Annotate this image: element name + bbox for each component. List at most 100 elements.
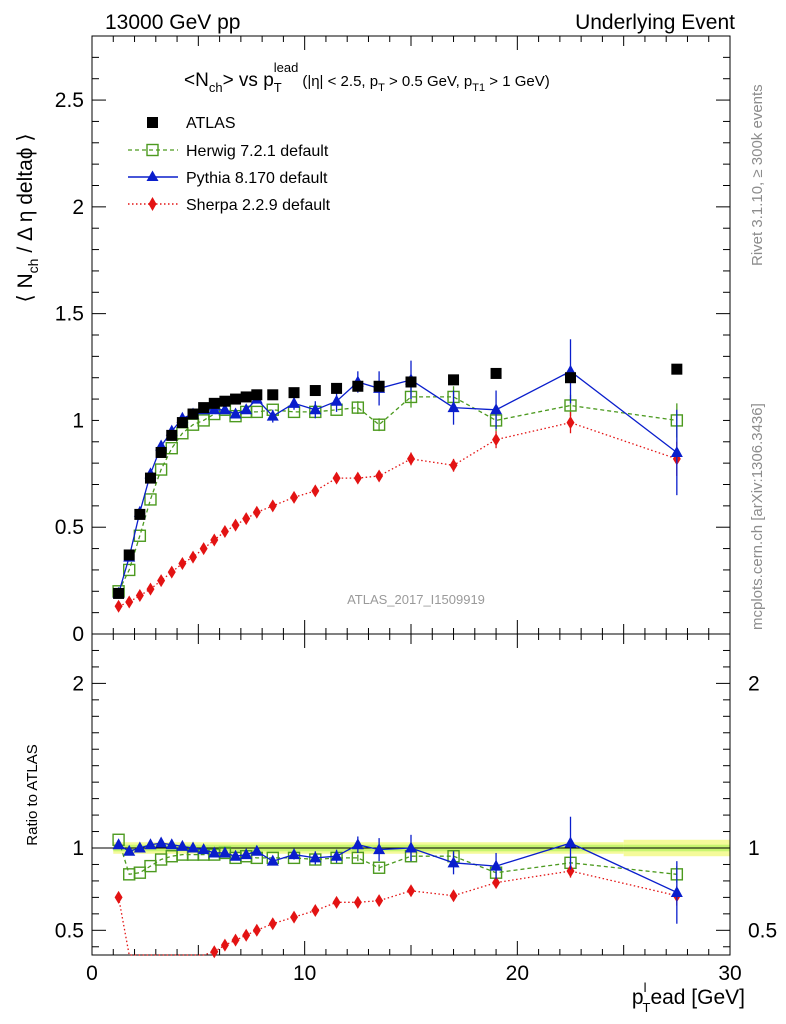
point-pythia xyxy=(229,407,242,419)
point-herwig xyxy=(133,866,147,879)
point-pythia xyxy=(218,846,231,858)
y-tick-label-main: 1.5 xyxy=(55,303,84,326)
ratio-panel: 0 10 20 30 0.5 0.5 1 1 2 2 xyxy=(55,633,777,985)
y-tick-label-ratio: 0.5 xyxy=(55,919,84,942)
point-sherpa xyxy=(290,490,299,504)
point-atlas xyxy=(448,374,460,386)
point-sherpa xyxy=(353,895,362,909)
legend-item-atlas: ATLAS xyxy=(147,115,236,132)
point-atlas xyxy=(176,417,188,429)
series-sherpa xyxy=(114,864,681,959)
point-pythia xyxy=(250,844,263,856)
point-herwig xyxy=(165,441,178,455)
point-pythia xyxy=(670,885,683,897)
point-atlas xyxy=(198,402,210,414)
point-sherpa xyxy=(311,484,320,498)
legend-atlas-label: ATLAS xyxy=(186,115,236,132)
legend-pythia-label: Pythia 8.170 default xyxy=(186,170,328,187)
ratio-ticks: 0 10 20 30 0.5 0.5 1 1 2 2 xyxy=(55,634,777,985)
point-sherpa xyxy=(268,917,277,931)
point-herwig xyxy=(144,859,157,873)
point-pythia xyxy=(351,838,364,850)
point-pythia xyxy=(405,841,417,853)
point-atlas xyxy=(288,387,300,399)
rivet-version: Rivet 3.1.10, ≥ 300k events xyxy=(749,84,766,266)
y-tick-label-ratio: 2 xyxy=(72,672,84,695)
y-tick-label-ratio: 1 xyxy=(72,837,84,860)
point-atlas xyxy=(309,385,321,397)
point-sherpa xyxy=(231,933,240,947)
point-sherpa xyxy=(199,542,208,556)
point-sherpa xyxy=(449,458,458,472)
point-sherpa xyxy=(189,550,198,564)
legend-item-pythia: Pythia 8.170 default xyxy=(128,170,328,187)
point-pythia xyxy=(240,848,253,860)
point-herwig xyxy=(197,414,210,427)
point-pythia xyxy=(144,838,157,850)
point-pythia xyxy=(564,836,577,848)
y-tick-label-ratio-right: 2 xyxy=(748,672,760,695)
point-atlas xyxy=(352,380,364,392)
legend-herwig-label: Herwig 7.2.1 default xyxy=(186,143,329,160)
point-atlas xyxy=(187,408,199,420)
legend-item-sherpa: Sherpa 2.2.9 default xyxy=(128,197,331,214)
point-sherpa xyxy=(375,894,384,908)
y-tick-label-ratio-right: 0.5 xyxy=(748,919,777,942)
point-sherpa xyxy=(135,589,144,603)
point-sherpa xyxy=(167,565,176,579)
x-tick-label: 0 xyxy=(86,962,98,985)
point-atlas xyxy=(405,376,417,388)
point-sherpa xyxy=(146,582,155,596)
point-sherpa xyxy=(449,889,458,903)
point-atlas xyxy=(240,391,252,403)
point-atlas xyxy=(671,363,683,375)
point-sherpa xyxy=(268,499,277,513)
point-sherpa xyxy=(220,938,229,952)
legend-pythia-marker xyxy=(146,170,159,181)
point-pythia xyxy=(229,849,242,861)
point-atlas xyxy=(208,397,220,409)
point-pythia xyxy=(288,848,301,860)
legend-sherpa-label: Sherpa 2.2.9 default xyxy=(186,197,331,214)
point-herwig xyxy=(123,563,136,577)
mcplots-credit: mcplots.cern.ch [arXiv:1306.3436] xyxy=(749,403,766,630)
series-line-sherpa xyxy=(117,870,677,956)
point-pythia xyxy=(123,844,136,856)
point-pythia xyxy=(330,394,343,406)
y-tick-label-ratio-right: 1 xyxy=(748,837,760,860)
point-sherpa xyxy=(210,533,219,547)
y-tick-label-main: 1 xyxy=(72,409,84,432)
point-herwig xyxy=(144,493,157,506)
point-sherpa xyxy=(157,574,166,588)
x-tick-label: 10 xyxy=(293,962,316,985)
point-pythia xyxy=(133,841,146,853)
point-herwig xyxy=(154,463,168,476)
ratio-frame xyxy=(91,633,731,956)
point-pythia xyxy=(288,396,301,408)
point-sherpa xyxy=(242,512,251,526)
point-pythia xyxy=(187,841,200,853)
point-atlas xyxy=(267,389,279,401)
point-atlas xyxy=(123,549,135,561)
point-sherpa xyxy=(375,469,384,483)
legend: ATLAS Herwig 7.2.1 default Pythia 8.170 … xyxy=(128,115,331,214)
main-ticks: 0 0.5 1 1.5 2 2.5 xyxy=(55,35,731,646)
point-herwig xyxy=(250,405,264,419)
ratio-series xyxy=(112,816,684,959)
legend-item-herwig: Herwig 7.2.1 default xyxy=(128,143,329,160)
main-series xyxy=(112,339,684,613)
point-sherpa xyxy=(252,923,261,937)
x-axis-label: pl Tead [GeV] xyxy=(632,980,745,1015)
point-pythia xyxy=(218,403,231,415)
point-pythia xyxy=(309,851,322,863)
point-pythia xyxy=(330,849,343,861)
point-pythia xyxy=(447,856,460,868)
point-pythia xyxy=(240,403,253,415)
y-tick-label-main: 0 xyxy=(72,623,84,646)
point-sherpa xyxy=(311,904,320,918)
point-pythia xyxy=(373,843,386,855)
y-tick-label-main: 2 xyxy=(72,196,84,219)
point-sherpa xyxy=(210,945,219,959)
legend-atlas-marker xyxy=(147,117,158,128)
